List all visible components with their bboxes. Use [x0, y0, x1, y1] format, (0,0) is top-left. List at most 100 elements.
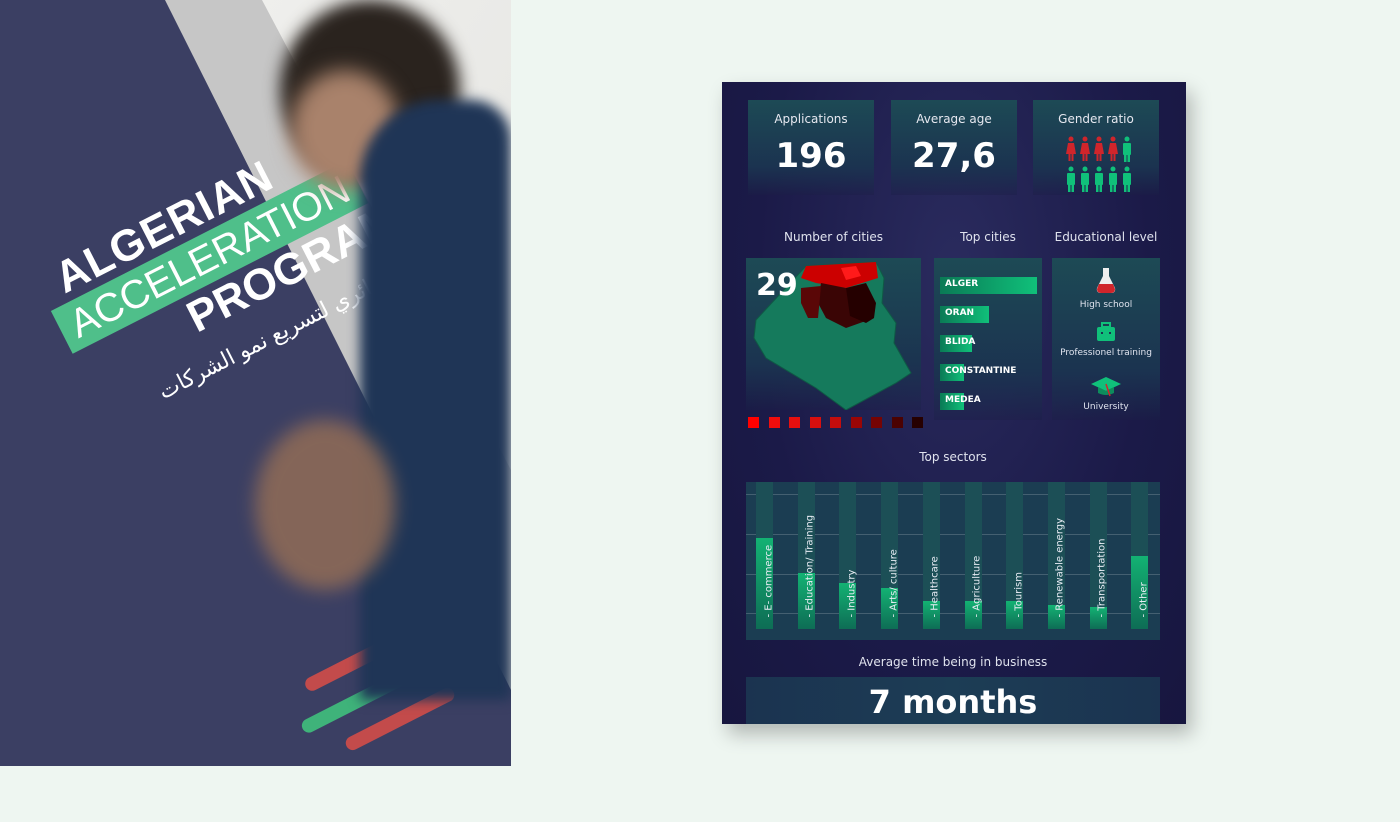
sector-label: - Other [1138, 582, 1150, 618]
promo-photo: ALGERIAN ACCELERATION PROGRAM البرنامج ا… [0, 0, 511, 766]
city-bar: MEDEA [940, 393, 1037, 410]
flask-icon [1096, 268, 1116, 293]
male-person-icon [1123, 166, 1131, 192]
city-name: CONSTANTINE [945, 366, 1017, 376]
sector-bar: - Other [1131, 482, 1150, 629]
applications-card: Applications 196 [748, 100, 874, 195]
section-title: Average time being in business [858, 655, 1048, 669]
sector-bar: - Industry [839, 482, 858, 629]
sector-label: - Education/ Training [804, 514, 816, 618]
sector-label: - Industry [846, 569, 858, 618]
female-person-icon [1066, 136, 1076, 161]
male-person-icon [1067, 166, 1075, 192]
female-person-icon [1108, 136, 1118, 161]
sector-label: - Renewable energy [1054, 517, 1066, 618]
section-title: Top cities [960, 230, 1016, 244]
sector-bar: - Education/ Training [797, 482, 816, 629]
top-sectors-chart: - E- commerce - Education/ Training - Indu… [746, 482, 1160, 640]
cities-count-value: 29 [756, 268, 798, 303]
section-title: Educational level [1054, 230, 1158, 244]
section-title: Top sectors [919, 450, 987, 464]
sector-bar: - Arts/ culture [881, 482, 900, 629]
city-bar: ORAN [940, 306, 1037, 323]
male-person-icon [1109, 166, 1117, 192]
briefcase-icon [1097, 322, 1115, 341]
sector-bar: - Agriculture [964, 482, 983, 629]
sector-bar: - Renewable energy [1047, 482, 1066, 629]
city-bar-fill [940, 393, 965, 410]
sector-bar-fill [1047, 605, 1065, 629]
person [360, 100, 511, 700]
sector-bar-fill [1131, 555, 1149, 629]
gridline [746, 574, 1160, 575]
average-age-card: Average age 27,6 [891, 100, 1017, 195]
section-title: Number of cities [783, 230, 883, 244]
map-region-north [801, 262, 878, 288]
education-label: Professionel training [1060, 348, 1152, 358]
legend-swatch [830, 417, 841, 428]
sector-label: - Healthcare [929, 556, 941, 618]
gender-pictogram [1066, 136, 1131, 192]
city-bar-fill [940, 306, 989, 323]
male-person-icon [1095, 166, 1103, 192]
infographic-poster: Applications 196 Average age 27,6 Gender… [722, 82, 1186, 724]
city-name: ALGER [945, 279, 979, 289]
legend-swatch [748, 417, 759, 428]
top-cities-card: ALGER ORAN BLIDA CONSTANTINE MEDEA [934, 258, 1042, 420]
legend-swatch [912, 417, 923, 428]
stat-label: Gender ratio [1058, 112, 1134, 126]
cities-map-card: 29 [746, 258, 921, 410]
city-bar: CONSTANTINE [940, 364, 1037, 381]
gridline [746, 494, 1160, 495]
sector-bar-fill [922, 601, 940, 629]
city-bar: ALGER [940, 277, 1037, 294]
map-region [841, 266, 861, 280]
legend-swatch [891, 417, 903, 428]
male-person-icon [1081, 166, 1089, 192]
sector-bar-fill [839, 583, 857, 629]
graduation-cap-icon [1091, 377, 1121, 397]
legend-swatch [789, 417, 800, 428]
sector-bar: - E- commerce [756, 482, 774, 629]
stat-value: 27,6 [912, 136, 996, 176]
sector-bar-fill [756, 537, 773, 629]
male-person-icon [1123, 136, 1131, 162]
avg-time-value: 7 months [868, 683, 1038, 721]
sector-label: - E- commerce [763, 544, 774, 618]
city-bar: BLIDA [940, 335, 1037, 352]
map-region [801, 286, 821, 318]
legend-swatch [871, 417, 882, 428]
city-bar-fill [940, 335, 972, 352]
stat-label: Applications [774, 112, 848, 126]
legend-swatch [809, 417, 821, 428]
city-name: MEDEA [945, 395, 981, 405]
city-bar-fill [940, 277, 1037, 294]
city-name: ORAN [945, 308, 975, 318]
legend-swatch [768, 417, 780, 428]
stat-label: Average age [916, 112, 992, 126]
sector-label: - Agriculture [971, 555, 983, 618]
gridline [746, 613, 1160, 614]
sector-bar: - Transportation [1089, 482, 1108, 629]
sector-bar-fill [881, 587, 899, 629]
female-person-icon [1080, 136, 1090, 161]
sector-label: - Arts/ culture [888, 549, 900, 618]
city-bar-fill [940, 364, 965, 381]
stat-value: 196 [775, 136, 847, 176]
sector-bar-fill [1089, 606, 1107, 629]
algeria-map [753, 261, 912, 410]
sector-bar: - Healthcare [922, 482, 941, 629]
education-card: High school Professionel training Univer… [1052, 258, 1160, 420]
sector-bar-fill [797, 573, 815, 629]
legend-swatch [850, 417, 862, 428]
sector-label: - Transportation [1096, 538, 1108, 618]
city-name: BLIDA [945, 337, 976, 347]
education-label: High school [1079, 300, 1133, 310]
female-person-icon [1094, 136, 1104, 161]
gridline [746, 534, 1160, 535]
gender-ratio-card: Gender ratio [1033, 100, 1159, 195]
map-region [846, 283, 876, 323]
sector-bar-fill [1006, 601, 1024, 629]
education-label: University [1083, 402, 1129, 412]
sector-bar-fill [964, 601, 982, 629]
